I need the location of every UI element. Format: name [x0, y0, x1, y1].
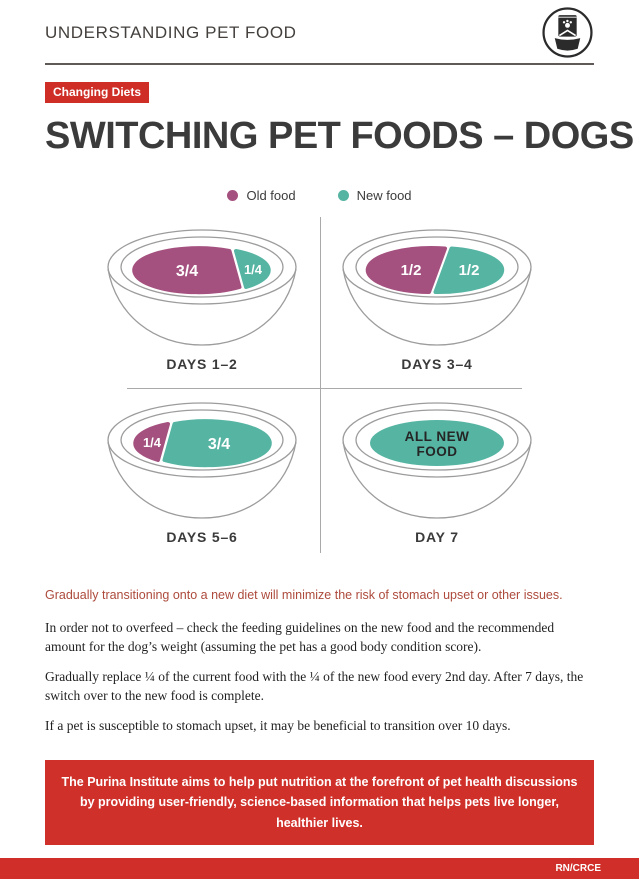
purina-institute-banner: The Purina Institute aims to help put nu…	[45, 759, 594, 846]
page-title: SWITCHING PET FOODS – DOGS	[45, 115, 634, 157]
header: UNDERSTANDING PET FOOD	[45, 0, 594, 59]
body-text: In order not to overfeed – check the fee…	[45, 618, 594, 736]
day-label: DAYS 1–2	[166, 355, 238, 372]
section-badge: Changing Diets	[45, 82, 150, 103]
bowl-days-1-2: 3/4 1/4 DAYS 1–2	[85, 215, 320, 388]
lead-sentence: Gradually transitioning onto a new diet …	[45, 587, 563, 602]
bowl-days-5-6: 1/4 3/4 DAYS 5–6	[85, 388, 320, 561]
bowl-days-3-4: 1/2 1/2 DAYS 3–4	[320, 215, 555, 388]
new-food-dot-icon	[337, 189, 349, 201]
bowl-graphic: ALL NEW FOOD	[342, 402, 532, 519]
pet-food-bag-and-bowl-icon	[541, 6, 594, 59]
bowl-graphic: 3/4 1/4	[107, 229, 297, 346]
new-food-fraction: 3/4	[208, 436, 230, 453]
new-food-fraction: 1/2	[459, 262, 480, 279]
legend-item-new-food: New food	[337, 187, 412, 203]
paragraph-replace: Gradually replace ¼ of the current food …	[45, 668, 584, 704]
transition-diagram: 3/4 1/4 DAYS 1–2	[85, 215, 555, 561]
paragraph-overfeed: In order not to overfeed – check the fee…	[45, 619, 555, 655]
old-food-fraction: 1/2	[401, 262, 422, 279]
old-food-fraction: 1/4	[143, 435, 162, 450]
paragraph-susceptible: If a pet is susceptible to stomach upset…	[45, 718, 511, 734]
day-label: DAYS 5–6	[166, 528, 238, 545]
header-title: UNDERSTANDING PET FOOD	[45, 22, 297, 42]
day-label: DAYS 3–4	[401, 355, 473, 372]
all-new-food-label-line2: FOOD	[417, 444, 458, 459]
all-new-food-label-line1: ALL NEW	[405, 429, 470, 444]
bowl-graphic: 1/4 3/4	[107, 402, 297, 519]
bowl-day-7: ALL NEW FOOD DAY 7	[320, 388, 555, 561]
legend: Old food New food	[45, 188, 594, 203]
old-food-dot-icon	[227, 189, 239, 201]
document-code: RN/CRCE	[555, 863, 601, 874]
legend-label: Old food	[246, 187, 296, 203]
footer-code-bar: RN/CRCE	[0, 858, 639, 879]
diagram-horizontal-divider	[126, 387, 522, 389]
header-divider	[45, 63, 594, 65]
new-food-fraction: 1/4	[244, 262, 263, 277]
old-food-fraction: 3/4	[176, 263, 198, 280]
legend-item-old-food: Old food	[227, 187, 296, 203]
legend-label: New food	[356, 187, 412, 203]
bowl-graphic: 1/2 1/2	[342, 229, 532, 346]
diagram-vertical-divider	[319, 216, 321, 553]
day-label: DAY 7	[415, 528, 459, 545]
